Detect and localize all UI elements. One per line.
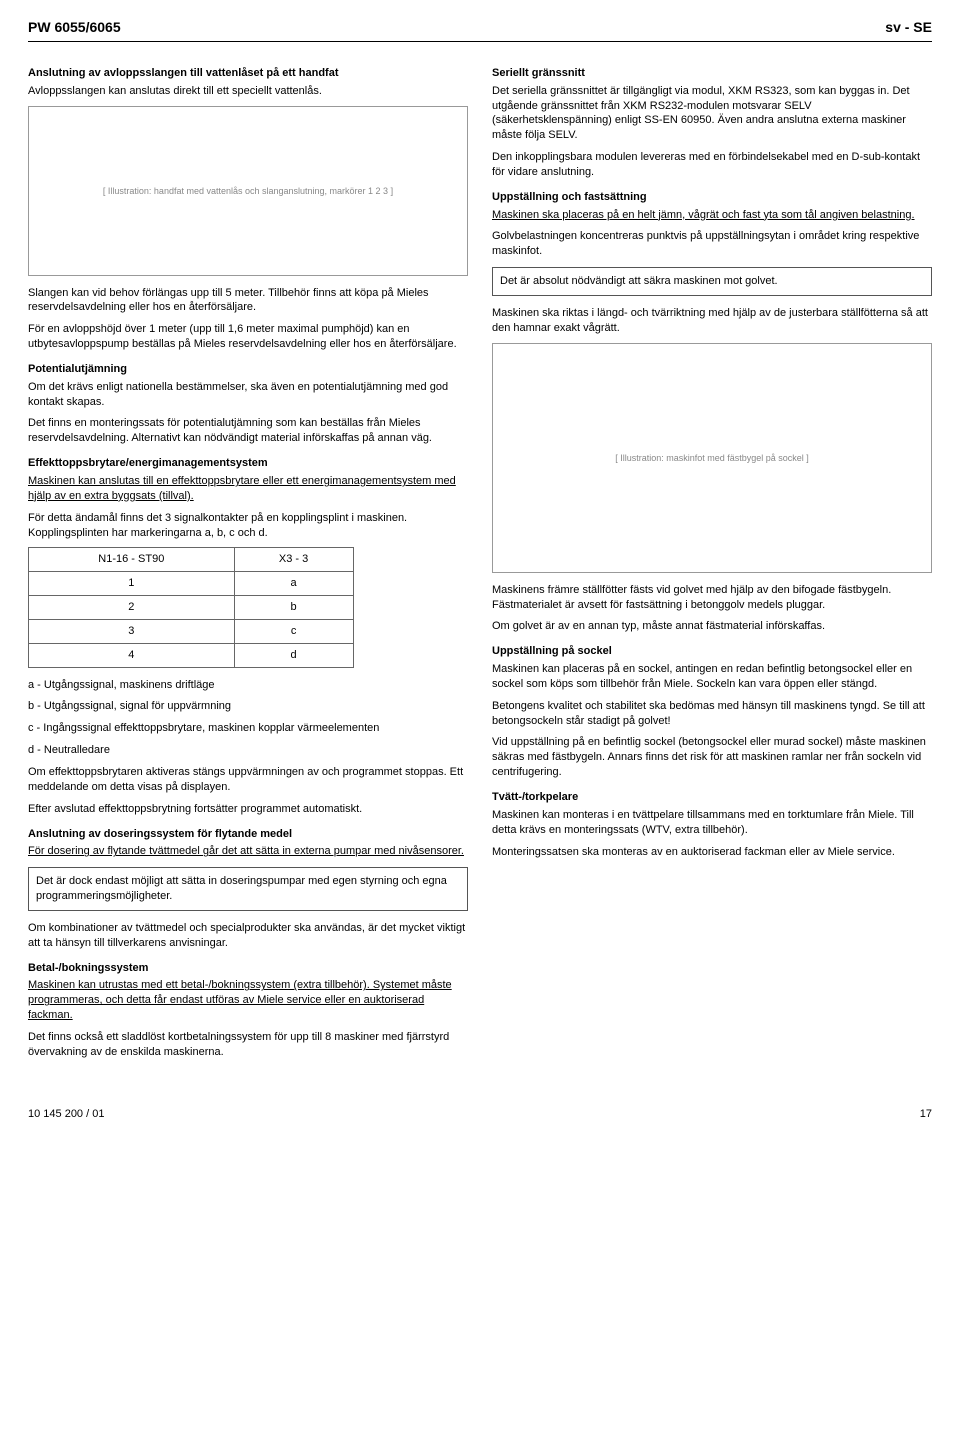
payment-heading: Betal-/bokningssystem [28,961,468,976]
doc-model: PW 6055/6065 [28,18,121,37]
payment-p1: Maskinen kan utrustas med ett betal-/bok… [28,978,468,1023]
peak-p1: Maskinen kan anslutas till en effekttopp… [28,474,468,504]
plinth-p1: Maskinen kan placeras på en sockel, anti… [492,662,932,692]
left-column: Anslutning av avloppsslangen till vatten… [28,56,468,1067]
drain-heading: Anslutning av avloppsslangen till vatten… [28,66,468,81]
setup-heading: Uppställning och fastsättning [492,190,932,205]
mount-illustration: [ Illustration: maskinfot med fästbygel … [492,343,932,573]
dosing-note: Det är dock endast möjligt att sätta in … [28,867,468,911]
drain-p3: För en avloppshöjd över 1 meter (upp til… [28,322,468,352]
signal-table: N1-16 - ST90 X3 - 3 1a 2b 3c 4d [28,547,354,667]
footer-page: 17 [920,1107,932,1122]
dosing-p2: Om kombinationer av tvättmedel och speci… [28,921,468,951]
drain-p1: Avloppsslangen kan anslutas direkt till … [28,84,468,99]
sig-r4c2: d [234,643,353,667]
setup-p4: Maskinens främre ställfötter fästs vid g… [492,583,932,613]
signal-th-right: X3 - 3 [234,548,353,572]
setup-p5: Om golvet är av en annan typ, måste anna… [492,619,932,634]
sig-c: c - Ingångssignal effekttoppsbrytare, ma… [28,721,468,736]
peak-p4: Efter avslutad effekttoppsbrytning forts… [28,802,468,817]
drain-p2: Slangen kan vid behov förlängas upp till… [28,286,468,316]
stack-p2: Monteringssatsen ska monteras av en aukt… [492,845,932,860]
sig-a: a - Utgångssignal, maskinens driftläge [28,678,468,693]
sig-r4c1: 4 [29,643,235,667]
setup-p2: Golvbelastningen koncentreras punktvis p… [492,229,932,259]
sig-r1c1: 1 [29,572,235,596]
signal-th-left: N1-16 - ST90 [29,548,235,572]
serial-p1: Det seriella gränssnittet är tillgänglig… [492,84,932,143]
sig-r3c1: 3 [29,619,235,643]
sig-r1c2: a [234,572,353,596]
plinth-p3: Vid uppställning på en befintlig sockel … [492,735,932,780]
doc-lang: sv - SE [885,18,932,37]
peak-p3: Om effekttoppsbrytaren aktiveras stängs … [28,765,468,795]
sig-b: b - Utgångssignal, signal för uppvärmnin… [28,699,468,714]
plinth-p2: Betongens kvalitet och stabilitet ska be… [492,699,932,729]
potential-heading: Potentialutjämning [28,362,468,377]
potential-p1: Om det krävs enligt nationella bestämmel… [28,380,468,410]
sig-r2c2: b [234,596,353,620]
dosing-heading: Anslutning av doseringssystem för flytan… [28,827,468,842]
sig-d: d - Neutralledare [28,743,468,758]
setup-p1: Maskinen ska placeras på en helt jämn, v… [492,208,932,223]
peak-p2: För detta ändamål finns det 3 signalkont… [28,511,468,541]
serial-heading: Seriellt gränssnitt [492,66,932,81]
setup-p3: Maskinen ska riktas i längd- och tvärrik… [492,306,932,336]
drain-illustration: [ Illustration: handfat med vattenlås oc… [28,106,468,276]
plinth-heading: Uppställning på sockel [492,644,932,659]
right-column: Seriellt gränssnitt Det seriella gränssn… [492,56,932,1067]
payment-p2: Det finns också ett sladdlöst kortbetaln… [28,1030,468,1060]
dosing-p1: För dosering av flytande tvättmedel går … [28,844,468,859]
sig-r3c2: c [234,619,353,643]
peak-heading: Effekttoppsbrytare/energimanagementsyste… [28,456,468,471]
potential-p2: Det finns en monteringssats för potentia… [28,416,468,446]
stack-heading: Tvätt-/torkpelare [492,790,932,805]
footer-docnum: 10 145 200 / 01 [28,1107,104,1122]
sig-r2c1: 2 [29,596,235,620]
stack-p1: Maskinen kan monteras i en tvättpelare t… [492,808,932,838]
serial-p2: Den inkopplingsbara modulen levereras me… [492,150,932,180]
setup-note: Det är absolut nödvändigt att säkra mask… [492,267,932,296]
